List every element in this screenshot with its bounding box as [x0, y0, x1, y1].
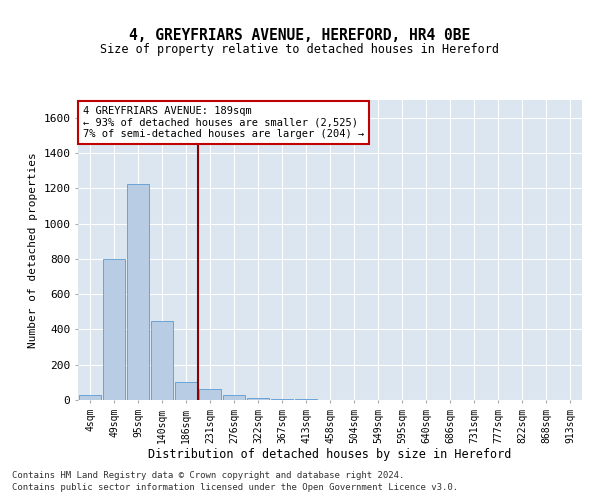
Bar [127, 184, 149, 400]
Bar [79, 394, 101, 400]
Bar [199, 388, 221, 400]
Bar [175, 382, 197, 400]
Bar [247, 398, 269, 400]
Text: 4 GREYFRIARS AVENUE: 189sqm
← 93% of detached houses are smaller (2,525)
7% of s: 4 GREYFRIARS AVENUE: 189sqm ← 93% of det… [83, 106, 364, 139]
Text: Contains public sector information licensed under the Open Government Licence v3: Contains public sector information licen… [12, 483, 458, 492]
Bar [151, 320, 173, 400]
Bar [223, 394, 245, 400]
Text: Size of property relative to detached houses in Hereford: Size of property relative to detached ho… [101, 42, 499, 56]
X-axis label: Distribution of detached houses by size in Hereford: Distribution of detached houses by size … [148, 448, 512, 462]
Bar [295, 399, 317, 400]
Text: Contains HM Land Registry data © Crown copyright and database right 2024.: Contains HM Land Registry data © Crown c… [12, 470, 404, 480]
Text: 4, GREYFRIARS AVENUE, HEREFORD, HR4 0BE: 4, GREYFRIARS AVENUE, HEREFORD, HR4 0BE [130, 28, 470, 42]
Bar [103, 259, 125, 400]
Bar [271, 398, 293, 400]
Y-axis label: Number of detached properties: Number of detached properties [28, 152, 38, 348]
